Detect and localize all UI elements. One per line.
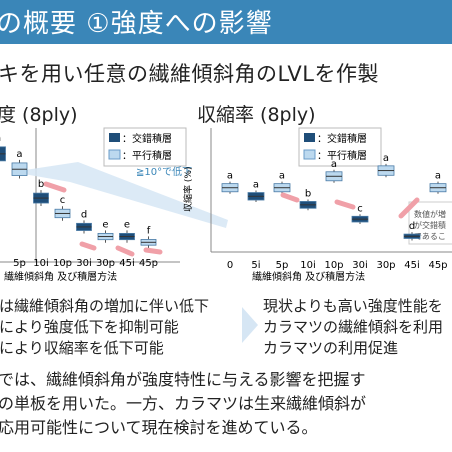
x-tick-label: 45p <box>428 260 447 271</box>
shrink-note-line-3: であるこ <box>414 232 446 241</box>
pointer-arrow <box>143 247 163 255</box>
strength-callout-text: ≧10°で低下 <box>136 165 192 178</box>
significance-letter: d <box>81 209 87 220</box>
legend-swatch-parallel-shrink <box>303 149 316 160</box>
slide-header: の概要 ①強度への影響 <box>0 0 452 44</box>
legend-box <box>103 127 187 167</box>
strength-callout-band <box>12 162 228 228</box>
significance-letter: a <box>383 153 389 164</box>
paragraph-line-2: の単板を用いた。一方、カラマツは生来繊維傾斜が <box>0 394 367 413</box>
pointer-arrow <box>79 241 97 251</box>
x-tick-label: 5i <box>251 260 260 271</box>
shrink-chart-title: 収縮率 (8ply) <box>197 104 316 126</box>
x-tick-label: 10p <box>53 258 72 269</box>
significance-letter: a <box>279 171 285 182</box>
significance-letter: c <box>357 203 363 214</box>
x-tick-label: 30p <box>96 258 115 269</box>
significance-letter: a <box>16 149 22 160</box>
shrink-note-line-2: が交錯積 <box>414 220 446 230</box>
legend-label-cross-shrink: ：交錯積層 <box>317 132 367 145</box>
strength-chart: ≧10°で低下 ：交錯積層 ：平行積層 a 5p a 10i b 10p c 30i d 30p e… <box>0 127 228 283</box>
x-tick-label: 30p <box>376 260 395 271</box>
significance-letter: d <box>409 221 415 232</box>
shrink-note-line-1: 数値が増 <box>414 209 446 219</box>
shrink-chart: 収縮率 (%) ：交錯積層 ：平行積層 数値が増 が交錯積 であるこ 0 a 5i a… <box>182 127 452 283</box>
pointer-arrow <box>334 199 356 210</box>
bullet-left-3: により収縮率を低下可能 <box>0 339 164 357</box>
bullet-left-1: は繊維傾斜角の増加に伴い低下 <box>0 297 210 315</box>
pointer-arrow <box>43 181 67 193</box>
significance-letter: e <box>124 219 130 230</box>
pointer-arrow <box>280 192 300 203</box>
legend-swatch-parallel <box>108 149 121 160</box>
significance-letter: a <box>227 171 233 182</box>
legend-label-cross: ：交錯積層 <box>122 132 172 145</box>
x-tick-label: 0 <box>227 260 233 271</box>
bullet-left-2: により強度低下を抑制可能 <box>0 318 179 336</box>
slide-title: の概要 ①強度への影響 <box>0 9 273 39</box>
x-tick-label: 5p <box>13 258 26 269</box>
strength-chart-title: 度 (8ply) <box>0 104 78 126</box>
pointer-arrow <box>398 197 420 219</box>
significance-letter: a <box>435 171 441 182</box>
bullets-arrow-icon <box>242 307 258 343</box>
paragraph-line-1: では、繊維傾斜角が強度特性に与える影響を把握す <box>0 370 366 389</box>
x-tick-label: 30i <box>352 260 368 271</box>
significance-letter: a <box>0 133 1 144</box>
significance-letter: c <box>60 195 66 206</box>
bullet-right-3: カラマツの利用促進 <box>263 339 399 357</box>
x-tick-label: 10p <box>324 260 343 271</box>
x-tick-label: 10i <box>33 258 49 269</box>
bullet-right-2: カラマツの繊維傾斜を利用 <box>263 318 444 336</box>
legend-box-shrink <box>298 127 382 167</box>
significance-letter: b <box>38 179 44 190</box>
x-tick-label: 45i <box>119 258 135 269</box>
bullet-right-1: 現状よりも高い強度性能を <box>263 297 443 315</box>
x-tick-label: 10i <box>300 260 316 271</box>
shrink-x-axis-title: 繊維傾斜角 及び積層方法 <box>252 270 365 283</box>
legend-label-parallel: ：平行積層 <box>122 149 172 162</box>
x-tick-label: 5p <box>276 260 289 271</box>
significance-letter: f <box>147 225 151 236</box>
legend-label-parallel-shrink: ：平行積層 <box>317 149 367 162</box>
legend-swatch-cross-shrink <box>304 133 315 142</box>
x-tick-label: 45i <box>404 260 420 271</box>
x-tick-label: 30i <box>76 258 92 269</box>
significance-letter: e <box>102 219 108 230</box>
significance-letter: b <box>305 188 311 199</box>
x-tick-label: 45p <box>139 258 158 269</box>
slide-subtitle: キを用い任意の繊維傾斜角のLVLを作製 <box>0 62 379 86</box>
significance-letter: a <box>253 180 259 191</box>
legend-swatch-cross <box>109 133 120 142</box>
pointer-arrow <box>115 245 135 257</box>
strength-x-axis-title: 繊維傾斜角 及び積層方法 <box>4 270 117 283</box>
paragraph-line-3: 応用可能性について現在検討を進めている。 <box>0 418 318 437</box>
significance-letter: a <box>331 159 337 170</box>
shrink-y-axis-title: 収縮率 (%) <box>182 167 194 212</box>
